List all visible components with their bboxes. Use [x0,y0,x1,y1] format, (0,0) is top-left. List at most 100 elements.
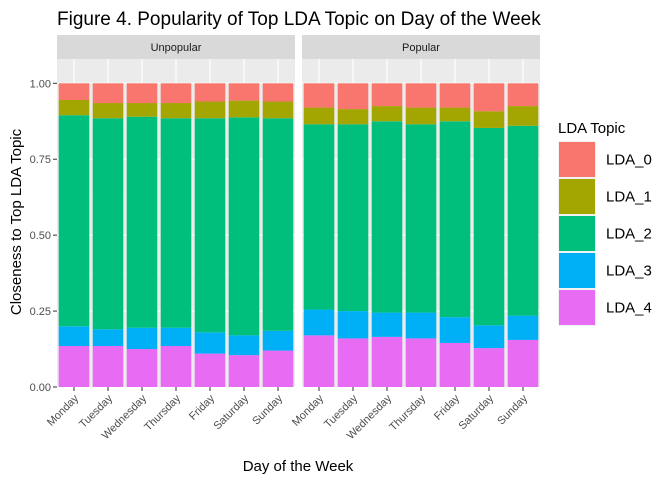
bar-segment-lda-2 [405,124,437,313]
bar-segment-lda-4 [303,335,335,387]
x-axis-title: Day of the Week [243,458,354,475]
bar-segment-lda-2 [58,115,90,327]
bar-segment-lda-4 [160,346,192,387]
bar-segment-lda-1 [228,100,260,118]
bar-segment-lda-3 [228,335,260,356]
bar-segment-lda-4 [126,349,158,387]
bar-segment-lda-4 [405,338,437,387]
legend-item-lda-4: LDA_4 [558,289,652,326]
bar-segment-lda-1 [194,101,226,119]
facet-strip [57,35,295,59]
bar-segment-lda-4 [439,342,471,387]
y-axis: 0.00 0.25 0.50 0.75 1.00 [30,78,57,394]
bar-segment-lda-1 [439,107,471,122]
facet-strip-label: Popular [402,42,440,54]
x-tick-label: Saturday [212,392,252,432]
bar-segment-lda-4 [228,355,260,387]
bar-segment-lda-2 [194,118,226,333]
bar-segment-lda-0 [228,83,260,101]
bar-segment-lda-1 [303,107,335,125]
x-tick-label: Thursday [387,392,428,433]
x-tick-label: Thursday [142,392,183,433]
legend-label: LDA_0 [606,152,652,169]
facet-strip [302,35,540,59]
bar-segment-lda-0 [473,83,505,112]
legend-item-lda-3: LDA_3 [558,252,652,289]
bar-segment-lda-3 [262,330,294,351]
bar-segment-lda-2 [262,118,294,331]
bar-segment-lda-3 [194,332,226,354]
legend-item-lda-2: LDA_2 [558,215,652,252]
bar-segment-lda-4 [194,353,226,387]
y-axis-title: Closeness to Top LDA Topic [8,128,25,315]
bar-segment-lda-1 [92,103,124,119]
bar-segment-lda-1 [126,103,158,117]
legend-label: LDA_4 [606,300,652,317]
legend-key-swatch [559,290,595,325]
legend-key-swatch [559,142,595,177]
bar-segment-lda-4 [473,348,505,387]
bar-segment-lda-3 [303,309,335,336]
legend-item-lda-1: LDA_1 [558,178,652,215]
y-tick-label: 1.00 [30,78,51,90]
y-tick-label: 0.00 [30,382,51,394]
bar-segment-lda-0 [439,83,471,108]
bar-segment-lda-4 [371,336,403,387]
bar-segment-lda-1 [371,106,403,122]
bar-segment-lda-2 [371,121,403,313]
x-tick-label: Monday [290,392,327,429]
bar-segment-lda-2 [473,127,505,326]
bar-segment-lda-3 [507,315,539,340]
bar-segment-lda-0 [126,83,158,104]
legend-key-swatch [559,179,595,214]
x-tick-label: Sunday [495,392,530,427]
bar-segment-lda-2 [337,124,369,312]
bar-segment-lda-2 [303,124,335,310]
x-tick-label: Friday [187,392,217,422]
legend: LDA Topic LDA_0 LDA_1 LDA_2 LDA_3 LDA_4 [558,120,652,326]
bar-segment-lda-1 [58,100,90,116]
bar-segment-lda-3 [92,329,124,346]
bar-segment-lda-0 [337,83,369,110]
bar-segment-lda-2 [507,125,539,316]
x-tick-label: Monday [45,392,82,429]
y-tick-label: 0.25 [30,306,51,318]
bar-segment-lda-3 [58,326,90,346]
bar-segment-lda-1 [473,111,505,128]
bar-segment-lda-3 [371,312,403,337]
legend-title: LDA Topic [558,120,626,137]
bar-segment-lda-0 [160,83,192,104]
bar-segment-lda-2 [439,121,471,318]
bar-segment-lda-3 [405,312,437,339]
y-tick-label: 0.75 [30,154,51,166]
bar-segment-lda-2 [228,117,260,336]
bar-segment-lda-1 [160,103,192,119]
bar-segment-lda-1 [507,106,539,126]
legend-item-lda-0: LDA_0 [558,141,652,178]
bar-segment-lda-4 [507,339,539,387]
legend-key-swatch [559,216,595,251]
bar-segment-lda-0 [405,83,437,108]
bar-segment-lda-0 [507,83,539,107]
bar-segment-lda-0 [303,83,335,108]
bar-segment-lda-4 [92,346,124,387]
bar-segment-lda-3 [160,327,192,346]
bar-segment-lda-4 [337,338,369,387]
x-tick-label: Friday [432,392,462,422]
bar-segment-lda-2 [126,116,158,328]
bar-segment-lda-3 [439,317,471,343]
legend-label: LDA_1 [606,189,652,206]
y-tick-label: 0.50 [30,230,51,242]
bar-segment-lda-0 [58,83,90,100]
bar-segment-lda-4 [262,350,294,387]
bar-segment-lda-3 [473,325,505,349]
bar-segment-lda-1 [337,109,369,125]
bar-segment-lda-3 [337,311,369,339]
chart-title: Figure 4. Popularity of Top LDA Topic on… [57,9,541,30]
bar-segment-lda-3 [126,327,158,350]
x-tick-label: Saturday [457,392,497,432]
